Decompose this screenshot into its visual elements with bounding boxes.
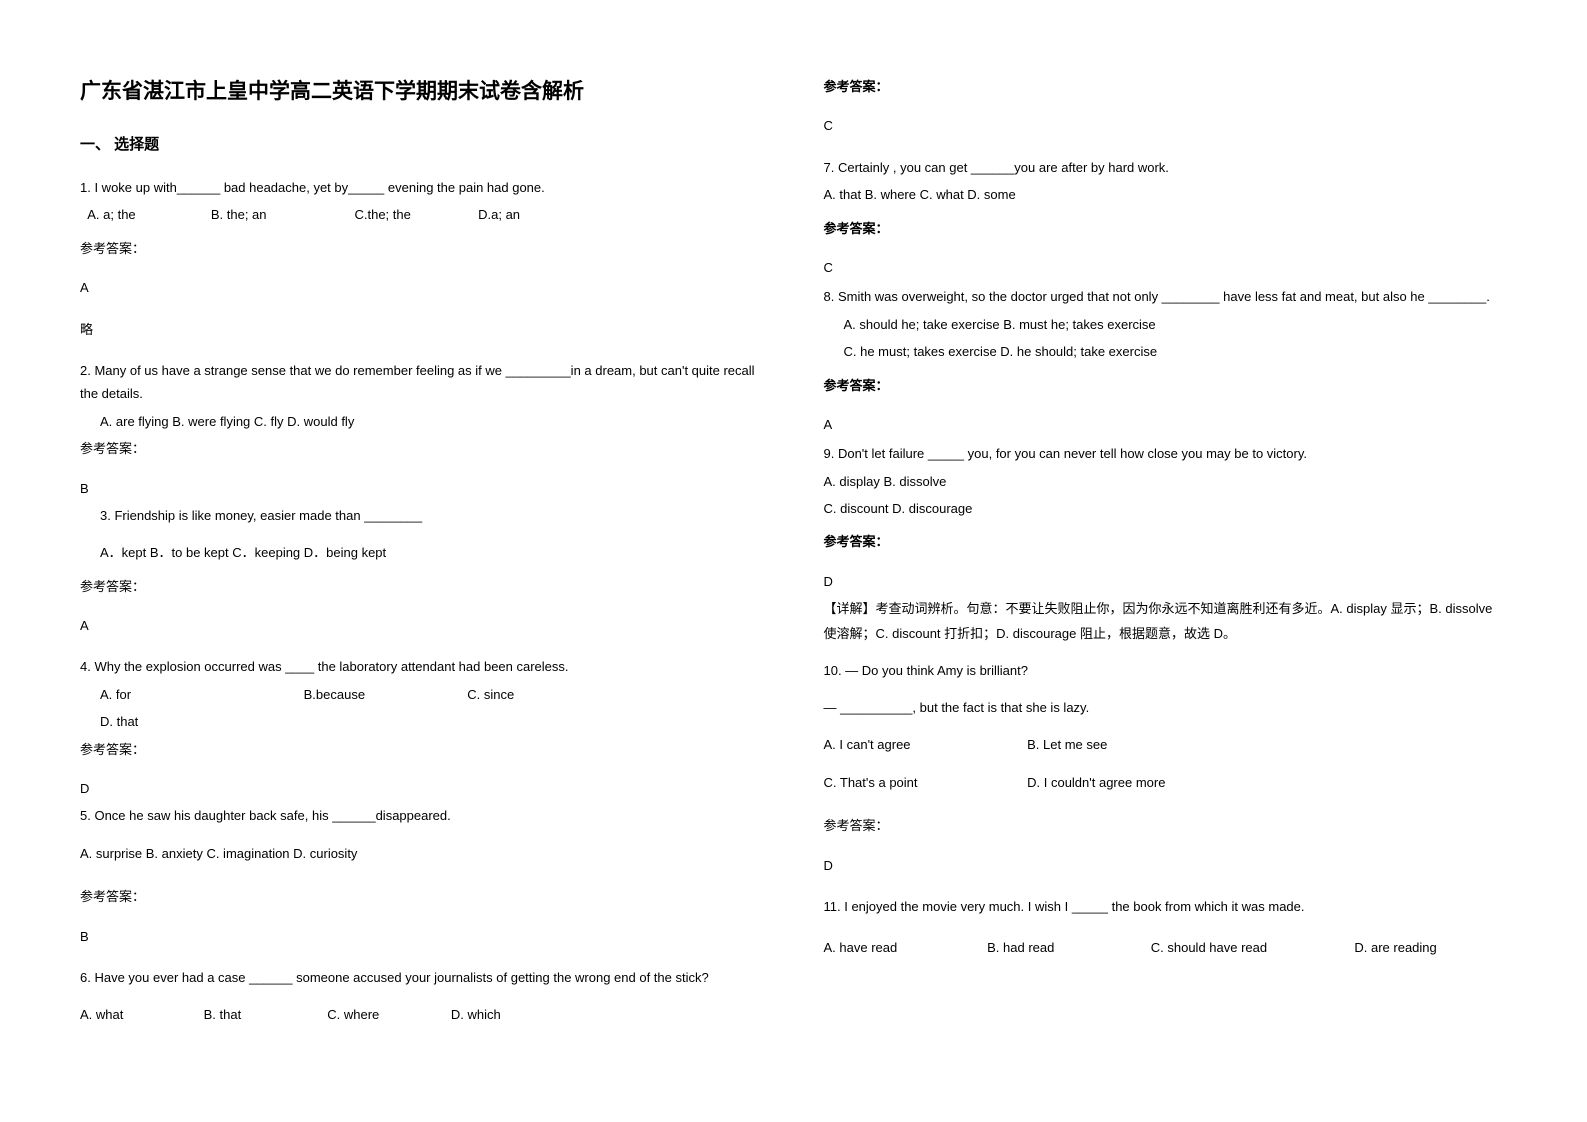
q1-optB: B. the; an	[211, 203, 351, 226]
q1-answer: A	[80, 276, 764, 299]
section-header: 一、 选择题	[80, 133, 764, 154]
q10-answer: D	[824, 854, 1508, 877]
q10-optD: D. I couldn't agree more	[1027, 771, 1165, 794]
q6-options: A. what B. that C. where D. which	[80, 1003, 764, 1026]
q4-optC: C. since	[467, 683, 514, 706]
q11-optB: B. had read	[987, 936, 1147, 959]
q5-text: 5. Once he saw his daughter back safe, h…	[80, 804, 764, 827]
q3-options: A．kept B．to be kept C．keeping D．being ke…	[80, 541, 764, 564]
q10-optB: B. Let me see	[1027, 733, 1107, 756]
q1-text: 1. I woke up with______ bad headache, ye…	[80, 176, 764, 199]
q2-options: A. are flying B. were flying C. fly D. w…	[80, 410, 764, 433]
q6-text: 6. Have you ever had a case ______ someo…	[80, 966, 764, 989]
q8-answer: A	[824, 413, 1508, 436]
q5-options: A. surprise B. anxiety C. imagination D.…	[80, 842, 764, 865]
q9-answer-label: 参考答案：	[824, 530, 1508, 553]
q9-optAB: A. display B. dissolve	[824, 470, 1508, 493]
q1-answer-label: 参考答案：	[80, 237, 764, 260]
q1-optD: D.a; an	[478, 203, 520, 226]
q2-answer: B	[80, 477, 764, 500]
q4-optD: D. that	[80, 710, 764, 733]
q10-answer-label: 参考答案：	[824, 814, 1508, 837]
q8-text: 8. Smith was overweight, so the doctor u…	[824, 285, 1508, 308]
q10-optsCD: C. That's a point D. I couldn't agree mo…	[824, 771, 1508, 794]
q3-text: 3. Friendship is like money, easier made…	[80, 504, 764, 527]
q7-options: A. that B. where C. what D. some	[824, 183, 1508, 206]
q4-answer-label: 参考答案：	[80, 738, 764, 761]
q6-optC: C. where	[327, 1003, 447, 1026]
q3-answer: A	[80, 614, 764, 637]
q10-optC: C. That's a point	[824, 771, 1024, 794]
q9-text: 9. Don't let failure _____ you, for you …	[824, 442, 1508, 465]
q1-optA: A. a; the	[87, 203, 207, 226]
q5-answer-label: 参考答案：	[80, 885, 764, 908]
q10-text1: 10. — Do you think Amy is brilliant?	[824, 659, 1508, 682]
q1-optC: C.the; the	[354, 203, 474, 226]
q6-answer: C	[824, 114, 1508, 137]
q4-answer: D	[80, 777, 764, 800]
q4-options: A. for B.because C. since	[80, 683, 764, 706]
q11-text: 11. I enjoyed the movie very much. I wis…	[824, 895, 1508, 918]
q1-options: A. a; the B. the; an C.the; the D.a; an	[80, 203, 764, 226]
q7-answer-label: 参考答案：	[824, 217, 1508, 240]
q10-text2: — __________, but the fact is that she i…	[824, 696, 1508, 719]
right-column: 参考答案： C 7. Certainly , you can get _____…	[824, 75, 1508, 1047]
left-column: 广东省湛江市上皇中学高二英语下学期期末试卷含解析 一、 选择题 1. I wok…	[80, 75, 764, 1047]
page-title: 广东省湛江市上皇中学高二英语下学期期末试卷含解析	[80, 75, 764, 105]
q9-optCD: C. discount D. discourage	[824, 497, 1508, 520]
q2-answer-label: 参考答案：	[80, 437, 764, 460]
q11-optC: C. should have read	[1151, 936, 1351, 959]
q4-text: 4. Why the explosion occurred was ____ t…	[80, 655, 764, 678]
q3-answer-label: 参考答案：	[80, 575, 764, 598]
q9-explanation: 【详解】考查动词辨析。句意：不要让失败阻止你，因为你永远不知道离胜利还有多近。A…	[824, 597, 1508, 646]
q11-optA: A. have read	[824, 936, 984, 959]
q5-answer: B	[80, 925, 764, 948]
q6-optA: A. what	[80, 1003, 200, 1026]
q10-optsAB: A. I can't agree B. Let me see	[824, 733, 1508, 756]
q8-optAB: A. should he; take exercise B. must he; …	[824, 313, 1508, 336]
q8-optCD: C. he must; takes exercise D. he should;…	[824, 340, 1508, 363]
q9-answer: D	[824, 570, 1508, 593]
q6-optD: D. which	[451, 1003, 501, 1026]
q7-text: 7. Certainly , you can get ______you are…	[824, 156, 1508, 179]
q10-optA: A. I can't agree	[824, 733, 1024, 756]
q6-optB: B. that	[204, 1003, 324, 1026]
q11-optD: D. are reading	[1354, 936, 1436, 959]
q7-answer: C	[824, 256, 1508, 279]
q4-optA: A. for	[100, 683, 300, 706]
q6-answer-label: 参考答案：	[824, 75, 1508, 98]
q8-answer-label: 参考答案：	[824, 374, 1508, 397]
q1-note: 略	[80, 318, 764, 341]
q11-options: A. have read B. had read C. should have …	[824, 936, 1508, 959]
q4-optB: B.because	[304, 683, 464, 706]
q2-text: 2. Many of us have a strange sense that …	[80, 359, 764, 406]
